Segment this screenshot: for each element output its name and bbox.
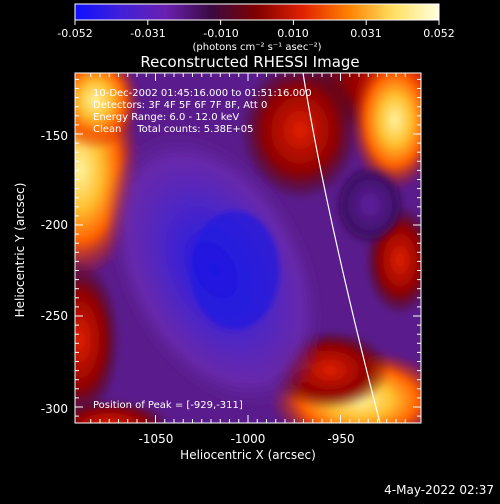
plot-title: Reconstructed RHESSI Image [140, 53, 359, 71]
colorbar-tick-label: 0.052 [423, 27, 455, 40]
x-tick-label: -1050 [139, 432, 174, 446]
y-tick-label: -300 [41, 402, 68, 416]
x-axis-label: Heliocentric X (arcsec) [180, 448, 316, 462]
y-tick-label: -250 [41, 309, 68, 323]
colorbar-tick-label: -0.031 [130, 27, 165, 40]
colorbar-tick-label: 0.010 [277, 27, 309, 40]
info-line: 10-Dec-2002 01:45:16.000 to 01:51:16.000 [93, 88, 312, 99]
info-line: Clean Total counts: 5.38E+05 [93, 124, 253, 135]
colorbar-tick-label: -0.052 [57, 27, 92, 40]
colorbar-tick-label: -0.010 [203, 27, 238, 40]
limb-curve [302, 73, 381, 423]
colorbar-tick-label: 0.031 [350, 27, 382, 40]
colorbar: -0.052 -0.031 -0.010 0.010 0.031 0.052 (… [57, 3, 455, 53]
image-map [75, 73, 421, 423]
colorbar-units: (photons cm⁻² s⁻¹ asec⁻²) [192, 42, 321, 53]
info-line: Detectors: 3F 4F 5F 6F 7F 8F, Att 0 [93, 100, 267, 111]
y-tick-label: -200 [41, 218, 68, 232]
colorbar-ticks [74, 20, 440, 25]
y-tick-label: -150 [41, 129, 68, 143]
footer-timestamp: 4-May-2022 02:37 [384, 483, 494, 497]
colorbar-gradient [74, 3, 440, 21]
y-axis-label: Heliocentric Y (arcsec) [13, 183, 27, 318]
peak-position-label: Position of Peak = [-929,-311] [93, 400, 243, 411]
x-tick-label: -950 [327, 432, 354, 446]
info-line: Energy Range: 6.0 - 12.0 keV [93, 112, 239, 123]
x-tick-label: -1000 [231, 432, 266, 446]
axis-ticks [75, 73, 421, 423]
